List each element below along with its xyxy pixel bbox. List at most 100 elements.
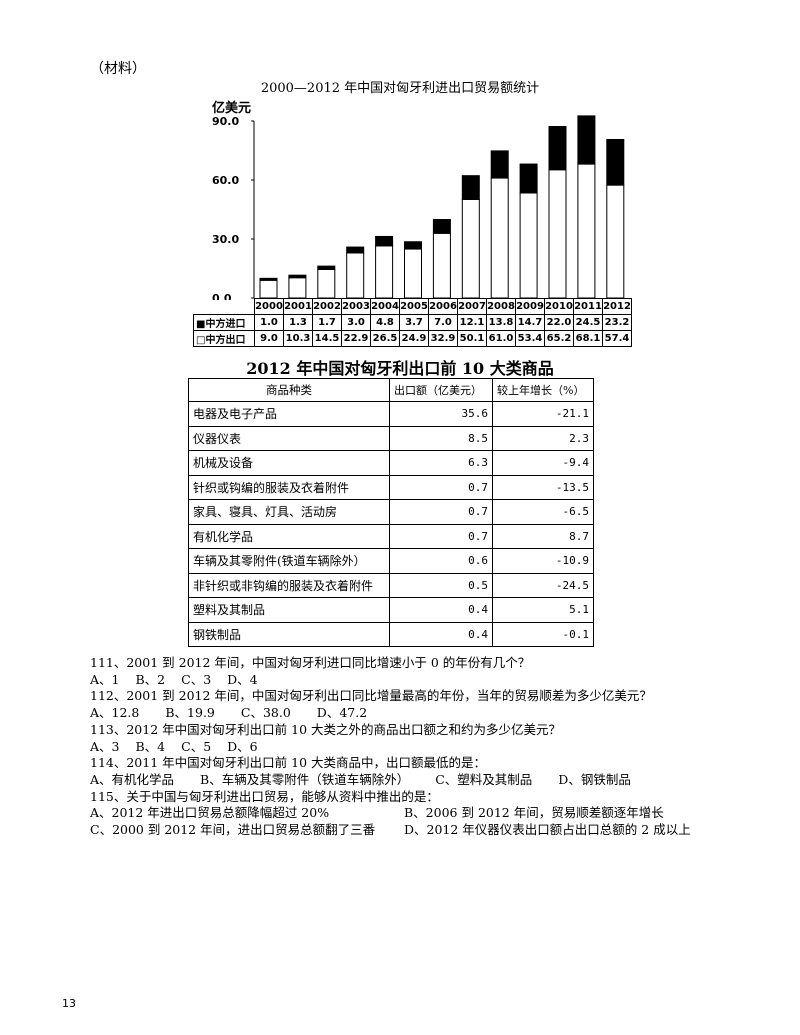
export-cell: 14.5 — [312, 330, 342, 347]
year-cell: 2001 — [283, 298, 313, 315]
export-bar — [432, 232, 451, 299]
export-bar — [461, 198, 480, 299]
chart-data-table: 2000 2001 2002 2003 2004 2005 2006 2007 2008 2009… — [193, 298, 632, 347]
answer-option[interactable]: A、有机化学品 — [90, 771, 175, 787]
answer-option[interactable]: D、2012 年仪器仪表出口额占出口总额的 2 成以上 — [404, 822, 691, 838]
growth-cell: -10.9 — [492, 548, 594, 574]
export-value-cell: 6.3 — [389, 450, 493, 476]
import-bar — [317, 265, 336, 270]
table-row: 塑料及其制品 0.4 5.1 — [188, 597, 594, 623]
header-export: 出口额（亿美元） — [389, 378, 493, 402]
product-name-cell: 车辆及其零附件(铁道车辆除外） — [188, 548, 390, 574]
import-cell: 24.5 — [573, 314, 603, 331]
question-text: 115、关于中国与匈牙利进出口贸易，能够从资料中推出的是： — [90, 788, 439, 804]
import-cell: 7.0 — [428, 314, 458, 331]
answer-option[interactable]: C、3 — [181, 671, 212, 687]
export-cell: 32.9 — [428, 330, 458, 347]
export-bar — [548, 169, 567, 299]
growth-cell: -0.1 — [492, 621, 594, 647]
import-cell: 14.7 — [515, 314, 545, 331]
year-cell: 2004 — [370, 298, 400, 315]
answer-option[interactable]: B、车辆及其零附件（铁道车辆除外） — [200, 771, 410, 787]
export-cell: 50.1 — [457, 330, 487, 347]
import-bar — [259, 277, 278, 281]
answer-option[interactable]: C、5 — [181, 738, 212, 754]
y-tick-label: 90.0 — [212, 115, 239, 128]
export-bar — [375, 245, 394, 299]
answer-option[interactable]: C、38.0 — [240, 705, 291, 721]
table-row: 车辆及其零附件(铁道车辆除外） 0.6 -10.9 — [188, 548, 594, 574]
export-value-cell: 0.7 — [389, 523, 493, 549]
growth-cell: -13.5 — [492, 474, 594, 500]
product-name-cell: 塑料及其制品 — [188, 597, 390, 623]
export-cell: 9.0 — [254, 330, 284, 347]
export-cell: 22.9 — [341, 330, 371, 347]
page-number: 13 — [62, 997, 76, 1010]
answer-option[interactable]: B、4 — [135, 738, 166, 754]
export-cell: 24.9 — [399, 330, 429, 347]
table-row: 家具、寝具、灯具、活动房 0.7 -6.5 — [188, 499, 594, 525]
year-cell: 2012 — [602, 298, 632, 315]
product-name-cell: 非针织或非钩编的服装及衣着附件 — [188, 572, 390, 598]
export-bar — [577, 163, 596, 299]
answer-option[interactable]: B、2 — [135, 671, 166, 687]
product-name-cell: 家具、寝具、灯具、活动房 — [188, 499, 390, 525]
questions: 111、2001 到 2012 年间，中国对匈牙利进口同比增速小于 0 的年份有… — [90, 655, 790, 839]
y-tick-label: 0.0 — [212, 292, 232, 300]
growth-cell: 5.1 — [492, 597, 594, 623]
answer-option[interactable]: B、2006 到 2012 年间，贸易顺差额逐年增长 — [404, 805, 664, 821]
export-bar — [490, 177, 509, 299]
option-line: A、1 B、2 C、3 D、4 — [90, 672, 790, 689]
export-cell: 61.0 — [486, 330, 516, 347]
export-value-cell: 0.4 — [389, 597, 493, 623]
option-line: A、3 B、4 C、5 D、6 — [90, 739, 790, 756]
export-value-cell: 0.4 — [389, 621, 493, 647]
year-cell: 2009 — [515, 298, 545, 315]
answer-option[interactable]: B、19.9 — [165, 705, 215, 721]
answer-option[interactable]: A、3 — [90, 738, 120, 754]
header-product: 商品种类 — [188, 378, 390, 402]
table-row: 钢铁制品 0.4 -0.1 — [188, 621, 594, 647]
option-line: A、12.8 B、19.9 C、38.0 D、47.2 — [90, 705, 790, 722]
year-cell: 2007 — [457, 298, 487, 315]
growth-cell: -24.5 — [492, 572, 594, 598]
answer-option[interactable]: D、钢铁制品 — [558, 771, 631, 787]
table2-title: 2012 年中国对匈牙利出口前 10 大类商品 — [246, 359, 554, 378]
product-name-cell: 有机化学品 — [188, 523, 390, 549]
import-row-label: ■中方进口 — [193, 314, 255, 331]
question-text: 114、2011 年中国对匈牙利出口前 10 大类商品中，出口额最低的是： — [90, 755, 486, 771]
answer-option[interactable]: C、塑料及其制品 — [435, 771, 533, 787]
export-value-cell: 0.5 — [389, 572, 493, 598]
table-row: 非针织或非钩编的服装及衣着附件 0.5 -24.5 — [188, 572, 594, 598]
answer-option[interactable]: A、2012 年进出口贸易总额降幅超过 20% — [90, 805, 330, 821]
answer-option[interactable]: D、47.2 — [316, 705, 368, 721]
export-cell: 53.4 — [515, 330, 545, 347]
answer-option[interactable]: C、2000 到 2012 年间，进出口贸易总额翻了三番 — [90, 822, 376, 838]
import-cell: 22.0 — [544, 314, 574, 331]
import-bar — [577, 115, 596, 165]
question-text: 113、2012 年中国对匈牙利出口前 10 大类之外的商品出口额之和约为多少亿… — [90, 721, 561, 737]
export-value-cell: 0.7 — [389, 499, 493, 525]
question-text: 112、2001 到 2012 年间，中国对匈牙利出口同比增量最高的年份，当年的… — [90, 688, 652, 704]
import-bar — [432, 219, 451, 234]
answer-option[interactable]: D、4 — [227, 671, 258, 687]
product-name-cell: 仪器仪表 — [188, 425, 390, 451]
year-cell: 2005 — [399, 298, 429, 315]
growth-cell: -6.5 — [492, 499, 594, 525]
import-cell: 1.3 — [283, 314, 313, 331]
import-bar — [461, 175, 480, 200]
import-cell: 4.8 — [370, 314, 400, 331]
option-line: C、2000 到 2012 年间，进出口贸易总额翻了三番 D、2012 年仪器仪表… — [90, 822, 790, 839]
answer-option[interactable]: A、12.8 — [90, 705, 140, 721]
answer-option[interactable]: D、6 — [227, 738, 258, 754]
import-cell: 13.8 — [486, 314, 516, 331]
answer-option[interactable]: A、1 — [90, 671, 120, 687]
year-cell: 2002 — [312, 298, 342, 315]
export-cell: 26.5 — [370, 330, 400, 347]
export-cell: 10.3 — [283, 330, 313, 347]
header-growth: 较上年增长（%） — [492, 378, 594, 402]
export-bar — [259, 279, 278, 299]
export-cell: 57.4 — [602, 330, 632, 347]
table-row: 针织或钩编的服装及衣着附件 0.7 -13.5 — [188, 474, 594, 500]
year-cell: 2010 — [544, 298, 574, 315]
